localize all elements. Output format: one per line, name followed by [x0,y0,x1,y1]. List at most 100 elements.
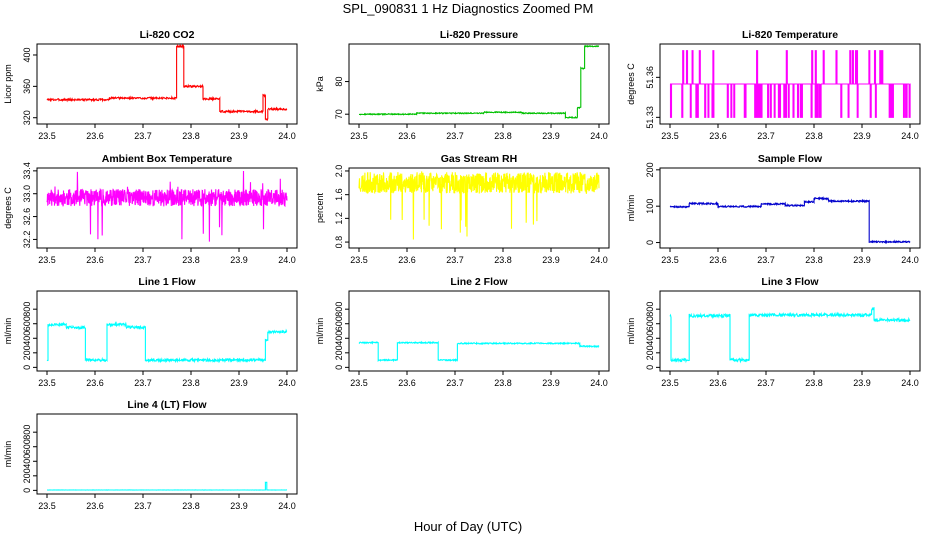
y-tick-label: 400 [22,47,32,62]
y-tick-label: 33.0 [22,185,32,203]
x-tick-label: 23.7 [757,255,775,265]
x-tick-label: 23.7 [757,378,775,388]
x-tick-label: 23.5 [38,378,56,388]
chart-panel-line4_flow: Line 4 (LT) Flow 23.5 23.6 23.7 23.8 23.9 24.0… [3,399,298,511]
x-tick-label: 23.9 [853,378,871,388]
x-tick-label: 23.9 [542,255,560,265]
chart-panel-licor_temp: Li-820 Temperature 23.5 23.6 23.7 23.8 23.9 24… [626,29,921,141]
x-tick-label: 23.6 [86,131,104,141]
x-tick-label: 23.6 [709,378,727,388]
x-tick-label: 23.5 [661,255,679,265]
x-tick-label: 23.9 [230,255,248,265]
x-tick-label: 23.7 [134,131,152,141]
y-tick-label: 400 [22,454,32,469]
chart-title-ambient_box_temp: Ambient Box Temperature [102,153,233,165]
y-tick-label: 360 [22,79,32,94]
x-tick-label: 24.0 [278,501,296,511]
y-tick-label: 1.2 [334,212,344,225]
series-line-pressure [359,44,600,120]
chart-title-line4_flow: Line 4 (LT) Flow [127,399,207,411]
y-axis-label: ml/min [626,318,636,345]
x-tick-label: 23.7 [134,501,152,511]
series-line-line2_flow [358,340,600,363]
x-tick-label: 23.9 [542,131,560,141]
plot-frame [36,167,298,249]
series-line-ambient_box_temp [46,170,288,242]
y-tick-label: 400 [22,331,32,346]
chart-title-pressure: Li-820 Pressure [440,29,518,41]
x-tick-label: 23.7 [134,255,152,265]
x-tick-label: 23.6 [398,131,416,141]
plot-frame [36,413,298,495]
x-tick-label: 23.9 [230,131,248,141]
panels: Li-820 CO2 23.5 23.6 23.7 23.8 23.9 24.0 320 360… [3,29,921,511]
chart-panel-sample_flow: Sample Flow 23.5 23.6 23.7 23.8 23.9 24.0 0 100 2… [626,153,921,265]
y-tick-label: 320 [22,110,32,125]
y-axis-label: ml/min [626,195,636,222]
series-line-co2 [46,43,288,122]
x-tick-label: 23.9 [853,131,871,141]
x-tick-label: 24.0 [901,378,919,388]
y-tick-label: 600 [645,316,655,331]
y-tick-label: 400 [334,331,344,346]
y-tick-label: 800 [645,302,655,317]
x-tick-label: 23.6 [709,255,727,265]
y-axis-label: ml/min [315,318,325,345]
y-tick-label: 33.4 [22,162,32,180]
x-tick-label: 23.7 [134,378,152,388]
plot-frame [348,290,610,372]
y-axis-label: Licor ppm [3,64,13,104]
x-tick-label: 23.8 [494,131,512,141]
x-tick-label: 23.5 [350,255,368,265]
y-tick-label: 80 [334,77,344,87]
series-line-line1_flow [46,321,288,364]
plot-frame [659,43,921,125]
y-tick-label: 0 [645,365,655,370]
x-tick-label: 24.0 [590,131,608,141]
y-axis-label: percent [315,192,325,223]
series-line-sample_flow [669,196,911,245]
x-tick-label: 23.6 [86,378,104,388]
y-axis-label: ml/min [3,441,13,468]
x-tick-label: 23.8 [805,378,823,388]
y-tick-label: 70 [334,109,344,119]
x-tick-label: 23.7 [446,131,464,141]
chart-panel-ambient_box_temp: Ambient Box Temperature 23.5 23.6 23.7 23.8 2… [3,153,298,265]
x-tick-label: 23.5 [38,255,56,265]
x-tick-label: 23.6 [709,131,727,141]
x-tick-label: 24.0 [590,255,608,265]
x-tick-label: 24.0 [278,131,296,141]
chart-panel-co2: Li-820 CO2 23.5 23.6 23.7 23.8 23.9 24.0 320 360… [3,29,298,141]
chart-title-line2_flow: Line 2 Flow [450,276,508,288]
x-tick-label: 23.9 [853,255,871,265]
x-tick-label: 23.8 [494,378,512,388]
plot-frame [659,290,921,372]
y-tick-label: 1.6 [334,188,344,201]
x-tick-label: 23.9 [542,378,560,388]
x-tick-label: 23.7 [446,255,464,265]
y-tick-label: 51.36 [645,66,655,89]
chart-title-licor_temp: Li-820 Temperature [742,29,838,41]
x-tick-label: 23.7 [446,378,464,388]
x-tick-label: 23.5 [38,501,56,511]
series-line-line4_flow [47,481,288,491]
plot-frame [348,167,610,249]
y-tick-label: 0 [645,240,655,245]
y-tick-label: 32.2 [22,231,32,249]
plot-frame [36,290,298,372]
y-tick-label: 0 [334,365,344,370]
y-tick-label: 600 [22,439,32,454]
x-tick-label: 23.6 [86,255,104,265]
figure-title: SPL_090831 1 Hz Diagnostics Zoomed PM [343,1,594,16]
chart-title-sample_flow: Sample Flow [758,153,823,165]
y-tick-label: 200 [22,468,32,483]
x-tick-label: 23.7 [757,131,775,141]
y-tick-label: 200 [334,345,344,360]
y-axis-label: kPa [315,76,325,92]
y-tick-label: 32.6 [22,208,32,226]
y-tick-label: 200 [22,345,32,360]
x-tick-label: 24.0 [278,378,296,388]
chart-title-line3_flow: Line 3 Flow [761,276,819,288]
x-tick-label: 23.8 [182,501,200,511]
